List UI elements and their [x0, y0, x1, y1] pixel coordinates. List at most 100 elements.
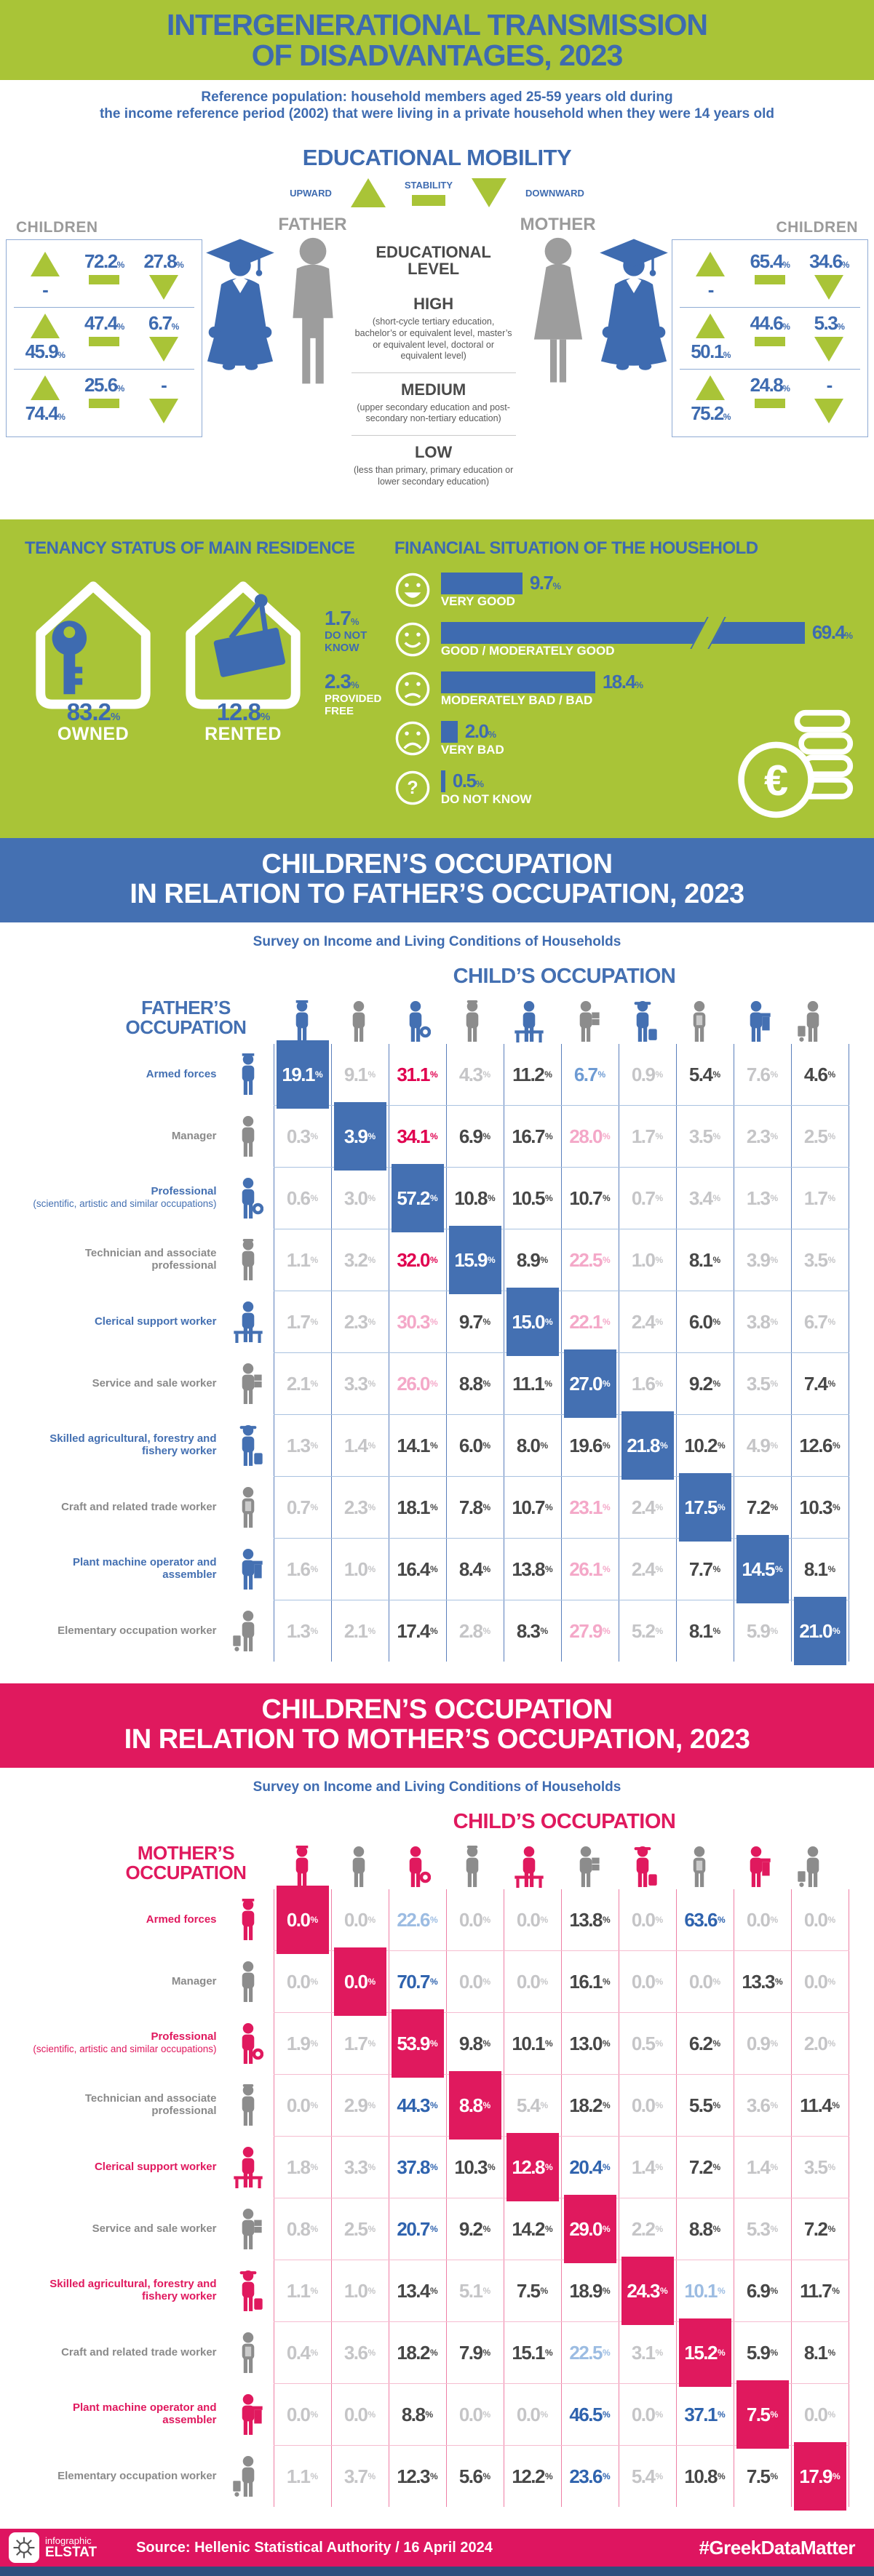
cell-manager-manager: 3.9% — [330, 1102, 389, 1171]
cell-armed-forces-armed-forces: 19.1% — [273, 1040, 331, 1109]
cell-skilled-agricultural-plant-machine: 4.9% — [733, 1415, 791, 1477]
educational-levels: EDUCATIONAL LEVEL HIGH (short-cycle tert… — [347, 215, 520, 498]
tenancy-provided-free: 2.3% PROVIDED FREE — [325, 670, 382, 717]
cell-skilled-agricultural-craft-trades: 10.2% — [675, 1415, 734, 1477]
stability-cell: 24.8% — [740, 375, 799, 409]
reference-population: Reference population: household members … — [99, 89, 775, 122]
cell-service-sales-plant-machine: 3.5% — [733, 1353, 791, 1415]
cell-professional-skilled-agricultural: 0.7% — [618, 1168, 676, 1229]
upward-cell: 45.9% — [15, 314, 74, 362]
child-occupation-icon-plant-machine — [728, 992, 784, 1044]
mother-occupation-icon-clerical-support — [223, 2146, 274, 2188]
cell-craft-trades-elementary: 8.1% — [790, 2322, 849, 2384]
row-label-professional: Professional (scientific, artistic and si… — [33, 2030, 217, 2054]
mother-occupation-section: CHILDREN’S OCCUPATION IN RELATION TO MOT… — [0, 1683, 874, 2511]
cell-manager-elementary: 0.0% — [790, 1951, 849, 2013]
cell-clerical-support-technician: 9.7% — [445, 1291, 504, 1353]
child-occupation-icon-elementary — [784, 992, 841, 1044]
upward-triangle-icon — [696, 314, 726, 339]
mother-row-service-sales: Service and sale worker 0.8% 2.5% 20.7% 9.2%… — [19, 2195, 856, 2264]
financial-bar — [440, 572, 523, 594]
main-title-line1: INTERGENERATIONAL TRANSMISSION — [167, 8, 708, 41]
child-occupation-icon-clerical-support — [501, 992, 557, 1044]
cell-plant-machine-clerical-support: 13.8% — [503, 1539, 561, 1600]
child-occupation-icon-service-sales — [557, 992, 614, 1044]
father-label: FATHER — [278, 215, 347, 235]
cell-armed-forces-plant-machine: 0.0% — [733, 1889, 791, 1951]
good-face-icon — [394, 621, 432, 661]
cell-elementary-technician: 2.8% — [445, 1600, 504, 1662]
cell-armed-forces-craft-trades: 5.4% — [675, 1044, 734, 1106]
cell-manager-clerical-support: 16.7% — [503, 1106, 561, 1168]
cell-technician-armed-forces: 0.0% — [273, 2075, 331, 2137]
mother-children-panel: CHILDREN -65.4% 34.6% 50.1% 44.6% 5.3% 75.2% 2… — [671, 215, 868, 438]
mobility-legend: UPWARD STABILITY DOWNWARD — [0, 178, 874, 208]
cell-skilled-agricultural-technician: 5.1% — [445, 2260, 504, 2322]
child-occupation-icon-skilled-agricultural — [614, 1837, 671, 1889]
father-children-panel: CHILDREN -72.2% 27.8% 45.9% 47.4% 6.7% 74.4% 2… — [6, 215, 203, 438]
cell-technician-armed-forces: 1.1% — [273, 1229, 331, 1291]
mother-row-professional: Professional (scientific, artistic and si… — [19, 2009, 856, 2078]
row-label-technician: Technician and associate professional — [84, 1247, 217, 1272]
cell-armed-forces-professional: 31.1% — [388, 1044, 446, 1106]
cell-plant-machine-elementary: 0.0% — [790, 2384, 849, 2446]
row-label-plant-machine: Plant machine operator and assembler — [72, 1556, 217, 1581]
father-row-manager: Manager 0.3% 3.9% 34.1% 6.9% 16.7% 28.0% 1.7% 3.… — [19, 1102, 856, 1171]
cell-professional-technician: 10.8% — [445, 1168, 504, 1229]
cell-manager-technician: 6.9% — [445, 1106, 504, 1168]
cell-professional-plant-machine: 1.3% — [733, 1168, 791, 1229]
cell-craft-trades-skilled-agricultural: 3.1% — [618, 2322, 676, 2384]
downward-cell: 34.6% — [800, 252, 859, 300]
cell-elementary-craft-trades: 10.8% — [675, 2446, 734, 2508]
cell-manager-armed-forces: 0.3% — [273, 1106, 331, 1168]
child-occupation-icon-craft-trades — [671, 1837, 728, 1889]
row-label-professional: Professional (scientific, artistic and si… — [33, 1185, 217, 1209]
cell-technician-technician: 15.9% — [445, 1226, 504, 1295]
father-occupation-icon-plant-machine — [223, 1548, 274, 1590]
cell-technician-craft-trades: 8.1% — [675, 1229, 734, 1291]
cell-manager-skilled-agricultural: 1.7% — [618, 1106, 676, 1168]
mother-child-occupation-label: CHILD’S OCCUPATION — [453, 1810, 676, 1834]
cell-service-sales-professional: 26.0% — [388, 1353, 446, 1415]
cell-service-sales-professional: 20.7% — [388, 2198, 446, 2260]
cell-clerical-support-professional: 37.8% — [388, 2137, 446, 2198]
child-occupation-icon-manager — [330, 1837, 387, 1889]
row-label-armed-forces: Armed forces — [146, 1068, 217, 1081]
father-mobility-row-low: 74.4% 25.6% - — [14, 369, 195, 431]
cell-elementary-armed-forces: 1.3% — [273, 1600, 331, 1662]
cell-plant-machine-manager: 0.0% — [330, 2384, 389, 2446]
cell-plant-machine-technician: 0.0% — [445, 2384, 504, 2446]
cell-skilled-agricultural-clerical-support: 7.5% — [503, 2260, 561, 2322]
row-label-craft-trades: Craft and related trade worker — [61, 1500, 217, 1513]
cell-skilled-agricultural-clerical-support: 8.0% — [503, 1415, 561, 1477]
row-label-elementary: Elementary occupation worker — [57, 2469, 217, 2482]
financial-bar — [440, 720, 458, 743]
mother-row-plant-machine: Plant machine operator and assembler 0.0%… — [19, 2380, 856, 2449]
financial-row: ? 0.5% DO NOT KNOW — [394, 770, 852, 810]
cell-armed-forces-armed-forces: 0.0% — [273, 1886, 331, 1955]
cell-professional-technician: 9.8% — [445, 2013, 504, 2075]
legend-downward-label: DOWNWARD — [525, 187, 584, 199]
financial-value: 2.0% — [464, 720, 496, 743]
cell-service-sales-armed-forces: 0.8% — [273, 2198, 331, 2260]
father-children-mobility-box: -72.2% 27.8% 45.9% 47.4% 6.7% 74.4% 25.6% - — [6, 239, 203, 438]
cell-technician-elementary: 3.5% — [790, 1229, 849, 1291]
cell-clerical-support-technician: 10.3% — [445, 2137, 504, 2198]
child-occupation-icon-armed-forces — [274, 992, 330, 1044]
stability-bar-icon — [754, 399, 785, 409]
stability-bar-icon — [411, 195, 445, 207]
row-label-armed-forces: Armed forces — [146, 1913, 217, 1926]
cell-clerical-support-elementary: 3.5% — [790, 2137, 849, 2198]
upward-triangle-icon — [350, 178, 386, 208]
cell-clerical-support-armed-forces: 1.7% — [273, 1291, 331, 1353]
bottom-strip — [0, 2567, 874, 2576]
mother-row-elementary: Elementary occupation worker 1.1% 3.7% 12.3… — [19, 2442, 856, 2511]
owned-label: OWNED — [57, 724, 130, 745]
financial-value: 18.4% — [602, 671, 643, 693]
mother-silhouette-icon — [533, 237, 582, 383]
cell-technician-clerical-support: 5.4% — [503, 2075, 561, 2137]
child-occupation-icon-skilled-agricultural — [614, 992, 671, 1044]
cell-elementary-elementary: 17.9% — [790, 2442, 849, 2511]
mother-children-mobility-box: -65.4% 34.6% 50.1% 44.6% 5.3% 75.2% 24.8% - — [671, 239, 868, 438]
upward-triangle-icon — [30, 252, 60, 277]
